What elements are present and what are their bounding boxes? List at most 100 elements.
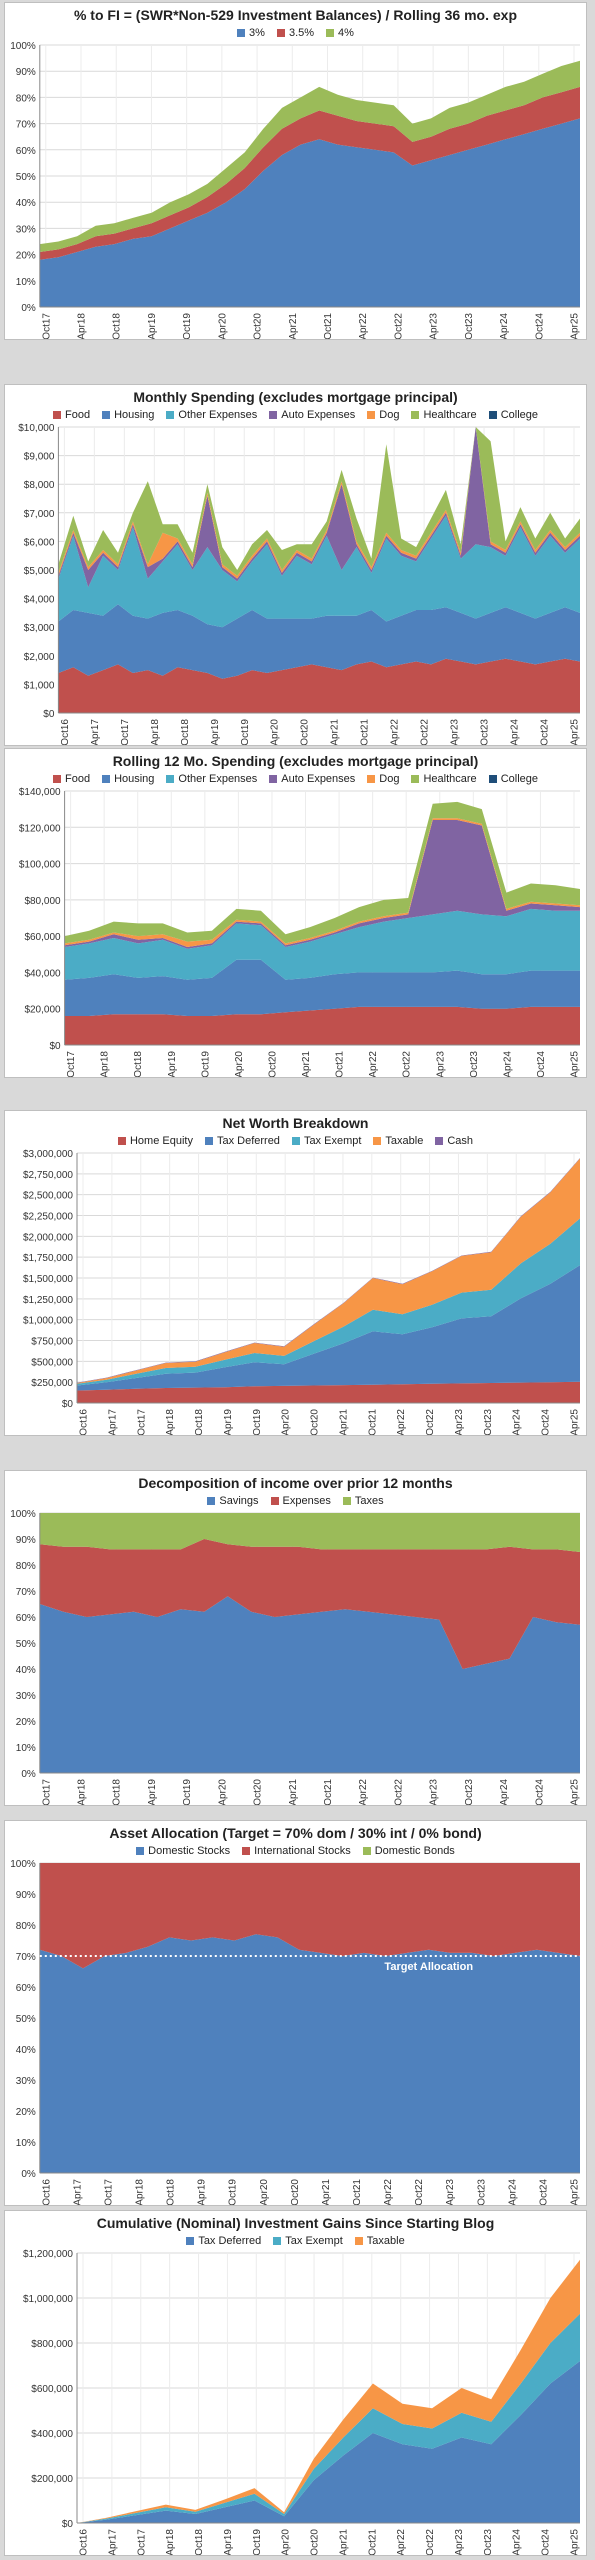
- y-tick-label: 60%: [16, 1613, 36, 1624]
- y-tick-label: 90%: [16, 67, 36, 78]
- x-tick-label: Apr20: [234, 1051, 245, 1077]
- legend-label: Taxable: [366, 2235, 405, 2247]
- chart-fi-percent: % to FI = (SWR*Non-529 Investment Balanc…: [4, 2, 587, 340]
- legend-label: Healthcare: [423, 409, 477, 421]
- x-tick-label: Apr22: [396, 1409, 407, 1435]
- x-tick-label: Oct19: [252, 2529, 263, 2555]
- legend-item-cash: Cash: [435, 1135, 473, 1147]
- chart-asset-allocation: Asset Allocation (Target = 70% dom / 30%…: [4, 1820, 587, 2206]
- legend: Home Equity Tax Deferred Tax Exempt Taxable…: [5, 1135, 586, 1147]
- legend-item-international-stocks: International Stocks: [242, 1845, 351, 1857]
- x-tick-label: Oct16: [60, 719, 71, 745]
- x-tick-label: Apr20: [281, 2529, 292, 2555]
- y-tick-label: $250,000: [31, 1378, 73, 1389]
- legend-swatch: [102, 411, 111, 420]
- x-tick-label: Oct24: [538, 2179, 549, 2205]
- x-tick-label: Oct20: [253, 313, 264, 339]
- x-tick-label: Oct20: [310, 1409, 321, 1435]
- x-tick-label: Oct18: [180, 719, 191, 745]
- x-tick-label: Apr19: [197, 2179, 208, 2205]
- x-tick-label: Apr23: [454, 2529, 465, 2555]
- legend-swatch: [362, 1847, 371, 1856]
- plot-area: $0 $250,000 $500,000 $750,000 $1,000,000 $1,2…: [23, 1149, 581, 1435]
- y-tick-label: $2,000: [24, 652, 55, 663]
- legend: Savings Expenses Taxes: [5, 1495, 586, 1507]
- x-tick-label: Oct17: [120, 719, 131, 745]
- x-tick-label: Apr22: [358, 1779, 369, 1805]
- y-tick-label: 40%: [16, 2045, 36, 2056]
- x-tick-label: Oct19: [240, 719, 251, 745]
- area-international-stocks: [39, 1863, 581, 1969]
- y-tick-label: $1,200,000: [23, 2249, 73, 2260]
- x-tick-label: Apr21: [288, 313, 299, 339]
- x-tick-label: Apr24: [510, 719, 521, 745]
- x-tick-label: Oct17: [136, 2529, 147, 2555]
- area-housing: [64, 959, 581, 1016]
- y-tick-label: 70%: [16, 120, 36, 131]
- y-tick-label: $80,000: [24, 896, 61, 907]
- x-tick-label: Oct24: [536, 1051, 547, 1077]
- legend-item-tax-deferred: Tax Deferred: [204, 1135, 280, 1147]
- x-tick-label: Oct18: [194, 1409, 205, 1435]
- x-tick-label: Oct17: [136, 1409, 147, 1435]
- x-tick-label: Oct19: [200, 1051, 211, 1077]
- y-tick-label: 20%: [16, 2107, 36, 2118]
- legend-label: 3.5%: [288, 27, 315, 39]
- x-tick-label: Apr20: [259, 2179, 270, 2205]
- y-tick-label: 100%: [10, 41, 36, 52]
- y-tick-label: 0%: [21, 303, 36, 314]
- x-tick-label: Oct21: [323, 313, 334, 339]
- legend: Domestic Stocks International Stocks Domes…: [5, 1845, 586, 1857]
- x-tick-label: Oct18: [112, 313, 123, 339]
- y-tick-label: 20%: [16, 251, 36, 262]
- x-tick-label: Apr19: [147, 1779, 158, 1805]
- y-tick-label: $20,000: [24, 1005, 61, 1016]
- x-tick-label: Apr25: [570, 1409, 581, 1435]
- x-tick-label: Apr20: [217, 1779, 228, 1805]
- x-tick-label: Oct16: [41, 2179, 52, 2205]
- x-tick-label: Apr21: [301, 1051, 312, 1077]
- x-tick-label: Apr22: [396, 2529, 407, 2555]
- y-tick-label: $6,000: [24, 537, 55, 548]
- x-tick-label: Oct21: [352, 2179, 363, 2205]
- y-tick-label: 40%: [16, 1665, 36, 1676]
- x-tick-label: Oct24: [534, 1779, 545, 1805]
- legend-swatch: [117, 1137, 126, 1146]
- y-tick-label: 30%: [16, 1691, 36, 1702]
- chart-rolling-spending: Rolling 12 Mo. Spending (excludes mortga…: [4, 748, 587, 1078]
- y-tick-label: 30%: [16, 224, 36, 235]
- legend-item-healthcare: Healthcare: [411, 773, 477, 785]
- x-tick-label: Apr22: [390, 719, 401, 745]
- x-tick-label: Apr25: [570, 2179, 581, 2205]
- legend-label: Home Equity: [129, 1135, 193, 1147]
- legend-swatch: [291, 1137, 300, 1146]
- x-tick-label: Apr25: [570, 719, 581, 745]
- legend-label: College: [500, 409, 538, 421]
- legend-item-housing: Housing: [102, 409, 154, 421]
- x-tick-label: Apr19: [147, 313, 158, 339]
- legend-item-dog: Dog: [367, 409, 399, 421]
- area-home-equity: [77, 1381, 580, 1403]
- legend-item-3-5: 3.5%: [276, 27, 315, 39]
- x-tick-label: Oct23: [480, 719, 491, 745]
- y-tick-label: 30%: [16, 2076, 36, 2087]
- x-tick-label: Apr21: [288, 1779, 299, 1805]
- y-tick-label: $0: [43, 709, 55, 720]
- x-tick-label: Oct20: [290, 2179, 301, 2205]
- y-tick-label: $2,000,000: [23, 1232, 73, 1243]
- x-tick-label: Oct22: [402, 1051, 413, 1077]
- legend-swatch: [276, 29, 285, 38]
- area-taxable: [77, 1158, 580, 1384]
- legend-label: Savings: [219, 1495, 259, 1507]
- y-tick-label: 80%: [16, 93, 36, 104]
- legend-swatch: [488, 411, 497, 420]
- x-tick-label: Apr23: [450, 719, 461, 745]
- y-tick-label: $800,000: [31, 2339, 73, 2350]
- legend-label: College: [500, 773, 538, 785]
- legend-item-domestic-stocks: Domestic Stocks: [136, 1845, 230, 1857]
- legend-swatch: [435, 1137, 444, 1146]
- legend-label: Auto Expenses: [281, 409, 356, 421]
- x-tick-label: Oct24: [541, 1409, 552, 1435]
- x-tick-label: Oct21: [367, 2529, 378, 2555]
- legend-item-home-equity: Home Equity: [117, 1135, 193, 1147]
